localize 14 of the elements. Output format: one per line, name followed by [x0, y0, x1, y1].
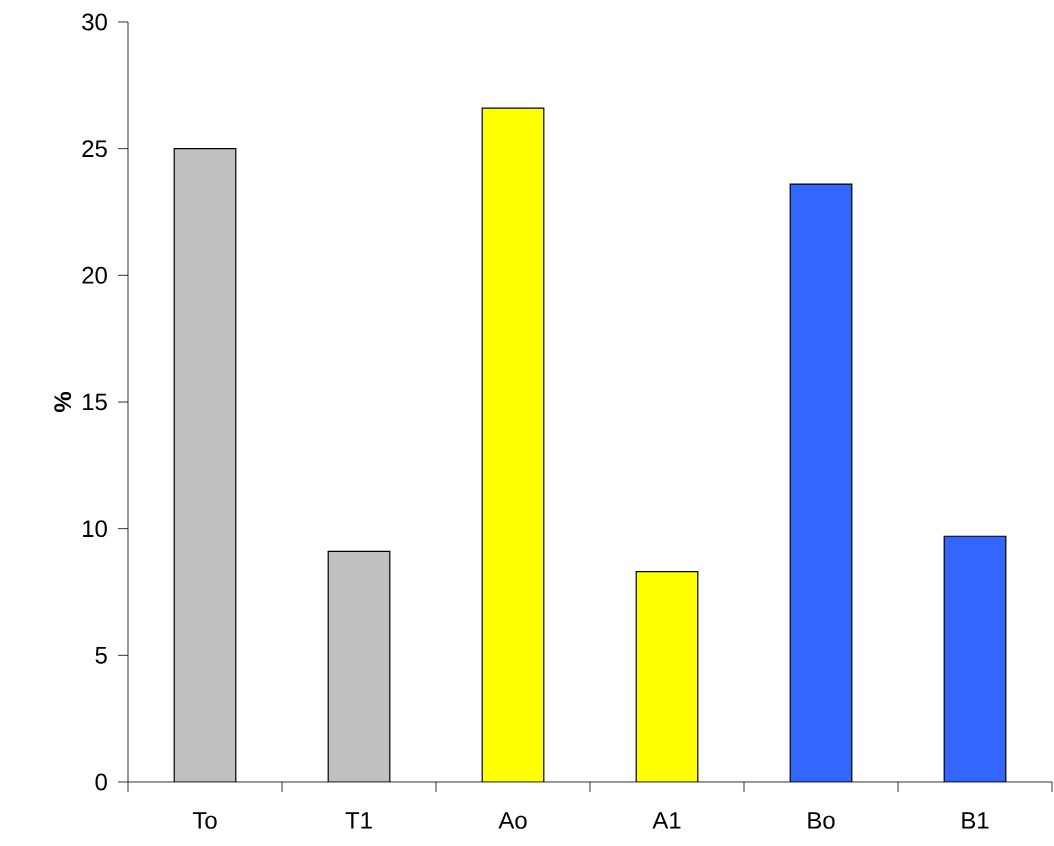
- y-tick-label: 0: [95, 773, 107, 791]
- x-tick-label: Ao: [498, 812, 527, 829]
- x-tick-label: B1: [962, 812, 989, 829]
- x-tick-label: T1: [345, 812, 372, 829]
- y-tick-label: 25: [82, 140, 107, 158]
- y-tick-label: 5: [95, 646, 107, 664]
- y-tick-label: 10: [83, 520, 107, 538]
- y-tick-label: 30: [82, 13, 107, 31]
- y-tick-label: 20: [82, 266, 107, 284]
- y-axis-title: %: [54, 391, 72, 413]
- y-tick-label: 15: [83, 393, 107, 411]
- x-tick-label: A1: [652, 812, 681, 829]
- x-tick-label: Bo: [808, 812, 835, 829]
- x-tick-label: To: [192, 812, 217, 829]
